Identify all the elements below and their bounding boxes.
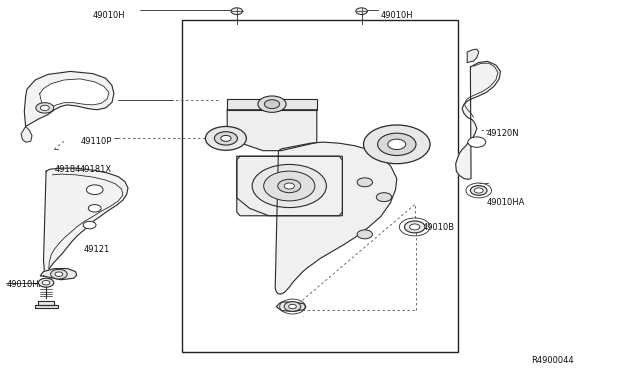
- Polygon shape: [227, 110, 317, 151]
- Circle shape: [252, 164, 326, 208]
- Circle shape: [468, 137, 486, 147]
- Circle shape: [231, 8, 243, 15]
- Polygon shape: [38, 301, 54, 305]
- Circle shape: [83, 221, 96, 229]
- Circle shape: [36, 103, 54, 113]
- Text: 49010H: 49010H: [381, 11, 413, 20]
- Text: 49184: 49184: [54, 165, 81, 174]
- Circle shape: [470, 186, 487, 195]
- Text: 49181X: 49181X: [80, 165, 112, 174]
- Circle shape: [51, 269, 67, 279]
- Polygon shape: [237, 156, 342, 216]
- Text: 49121: 49121: [83, 245, 109, 254]
- Polygon shape: [21, 126, 32, 142]
- Circle shape: [474, 188, 483, 193]
- Circle shape: [284, 302, 301, 311]
- Polygon shape: [40, 79, 109, 112]
- Circle shape: [86, 185, 103, 195]
- Text: 49120N: 49120N: [486, 129, 519, 138]
- Circle shape: [38, 278, 54, 287]
- Circle shape: [205, 126, 246, 150]
- Circle shape: [42, 280, 50, 285]
- Circle shape: [40, 105, 49, 110]
- Text: 49010HA: 49010HA: [6, 280, 45, 289]
- Polygon shape: [467, 49, 479, 62]
- Polygon shape: [456, 61, 500, 179]
- Circle shape: [376, 193, 392, 202]
- Circle shape: [410, 224, 420, 230]
- Polygon shape: [275, 142, 397, 294]
- Text: 49010HA: 49010HA: [486, 198, 525, 207]
- Polygon shape: [276, 302, 306, 311]
- Circle shape: [357, 230, 372, 239]
- Circle shape: [357, 178, 372, 187]
- Circle shape: [214, 132, 237, 145]
- Circle shape: [258, 96, 286, 112]
- Circle shape: [364, 125, 430, 164]
- Circle shape: [264, 100, 280, 109]
- Text: 49010H: 49010H: [92, 11, 125, 20]
- Polygon shape: [44, 168, 128, 276]
- Circle shape: [356, 8, 367, 15]
- Circle shape: [221, 135, 231, 141]
- Circle shape: [388, 139, 406, 150]
- Polygon shape: [40, 269, 77, 280]
- Circle shape: [264, 171, 315, 201]
- Polygon shape: [24, 71, 114, 126]
- Circle shape: [88, 205, 101, 212]
- Bar: [182, 20, 458, 352]
- Text: 49110P: 49110P: [81, 137, 112, 146]
- Circle shape: [378, 133, 416, 155]
- Polygon shape: [237, 156, 342, 216]
- Text: 49128: 49128: [397, 150, 423, 159]
- Text: 49010B: 49010B: [422, 223, 454, 232]
- Circle shape: [278, 179, 301, 193]
- Circle shape: [55, 272, 63, 276]
- Text: R4900044: R4900044: [531, 356, 574, 365]
- Circle shape: [284, 183, 294, 189]
- Circle shape: [289, 304, 296, 309]
- Polygon shape: [35, 305, 58, 308]
- Polygon shape: [227, 99, 317, 110]
- Circle shape: [404, 221, 425, 233]
